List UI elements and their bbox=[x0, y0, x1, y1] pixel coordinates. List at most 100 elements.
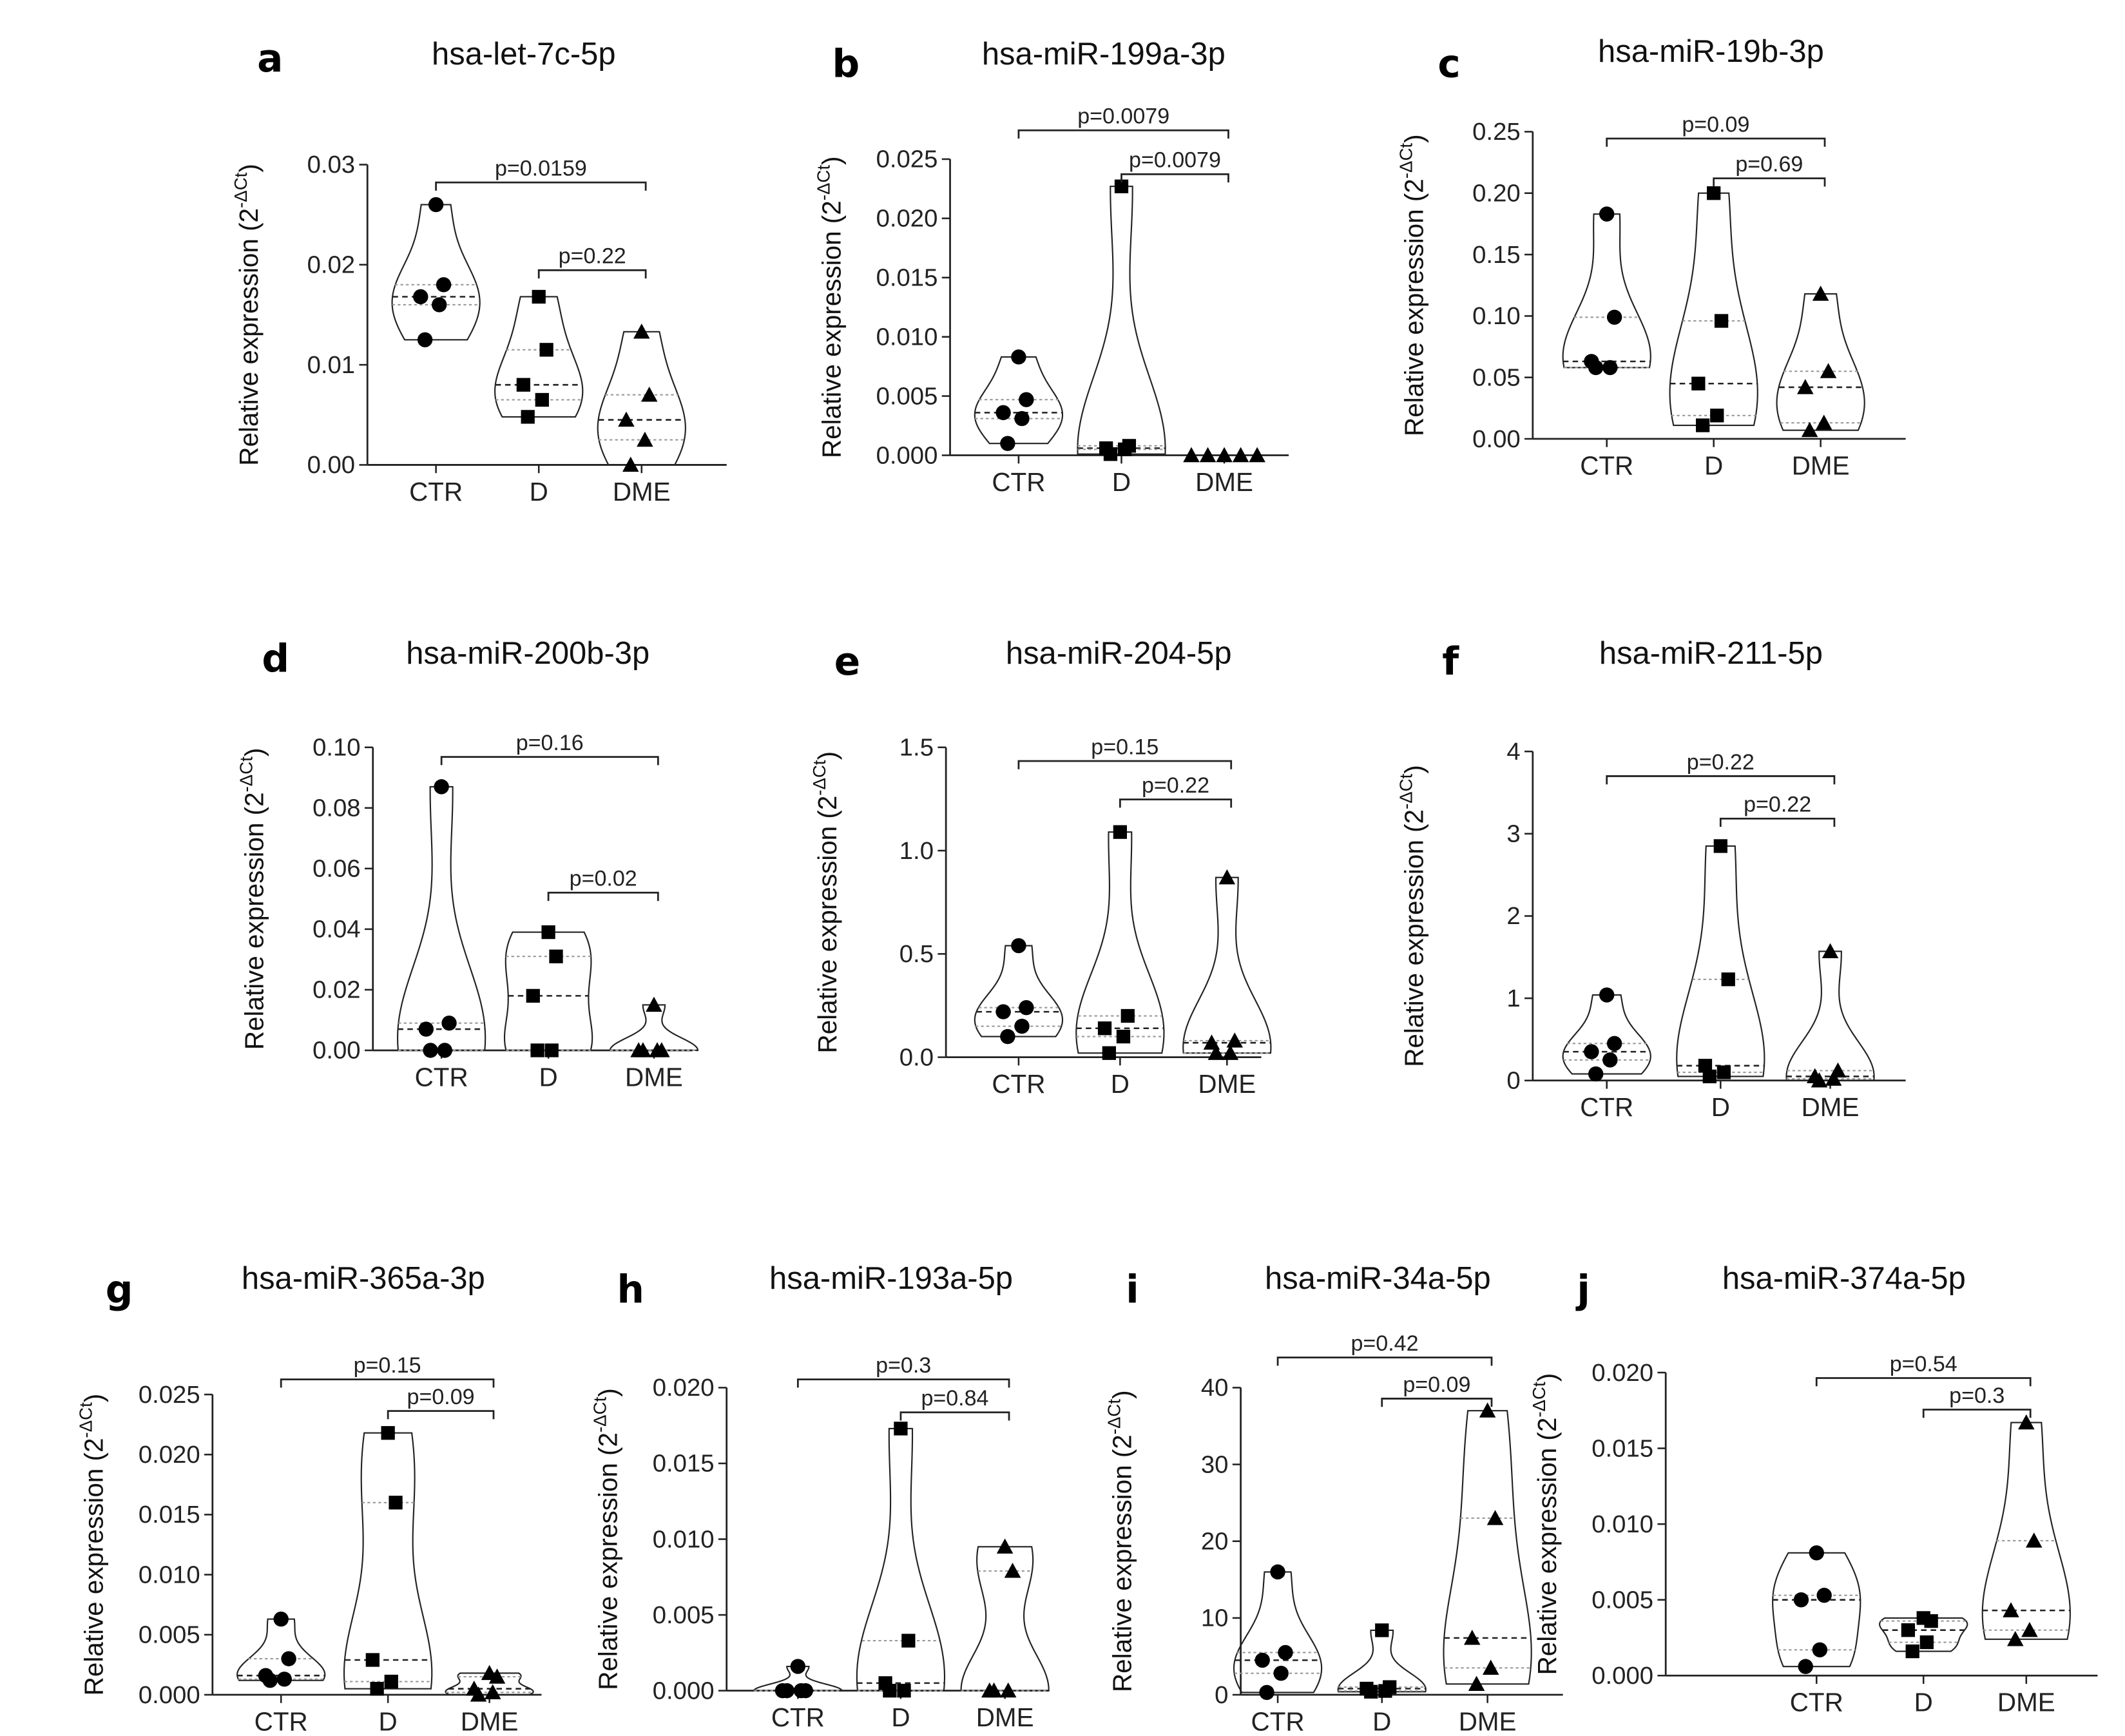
y-tick-label: 0.000 bbox=[876, 441, 938, 469]
data-point-circle bbox=[1602, 1052, 1618, 1068]
p-value-label: p=0.3 bbox=[1949, 1384, 2005, 1408]
y-axis-label-end: ) bbox=[816, 156, 846, 164]
data-point-square bbox=[1707, 186, 1721, 200]
data-point-triangle bbox=[1815, 414, 1832, 430]
violin-ctr bbox=[974, 356, 1064, 445]
y-axis-label-main: Relative expression (2 bbox=[1107, 1434, 1137, 1692]
y-tick-label: 10 bbox=[1201, 1605, 1229, 1632]
x-tick-label: D bbox=[539, 1062, 558, 1092]
y-axis-label: Relative expression (2-ΔCt) bbox=[813, 156, 846, 458]
y-axis-label-main: Relative expression (2 bbox=[1532, 1418, 1562, 1675]
x-tick-label: D bbox=[530, 477, 548, 506]
data-point-circle bbox=[281, 1651, 296, 1666]
y-axis-label-end: ) bbox=[1532, 1373, 1562, 1382]
panel-a: a hsa-let-7c-5p 0.00 0.01 0.02 0.03 Relative e… bbox=[231, 37, 727, 506]
data-point-triangle bbox=[2025, 1532, 2043, 1548]
panel-title: hsa-miR-365a-3p bbox=[242, 1261, 485, 1296]
data-point-circle bbox=[436, 277, 452, 293]
panel-title: hsa-miR-200b-3p bbox=[406, 636, 649, 671]
y-tick-label: 0.010 bbox=[1591, 1510, 1653, 1538]
data-point-circle bbox=[418, 1021, 434, 1037]
violin-dme bbox=[1776, 293, 1865, 431]
y-tick-label: 0.02 bbox=[312, 976, 361, 1004]
data-point-circle bbox=[790, 1659, 806, 1674]
data-point-square bbox=[901, 1634, 916, 1648]
violin-d bbox=[494, 296, 584, 418]
y-tick-label: 0.020 bbox=[1591, 1359, 1653, 1387]
y-tick-label: 0.20 bbox=[1472, 179, 1521, 207]
p-value-label: p=0.09 bbox=[407, 1385, 475, 1409]
data-point-circle bbox=[1606, 309, 1622, 325]
data-point-circle bbox=[1278, 1644, 1293, 1661]
x-tick-label: D bbox=[1711, 1092, 1730, 1122]
data-point-square bbox=[1698, 1059, 1713, 1073]
y-tick-label: 0.06 bbox=[312, 855, 361, 883]
panel-letter: f bbox=[1442, 640, 1459, 684]
y-tick-label: 0.015 bbox=[139, 1501, 200, 1529]
panel-title: hsa-miR-34a-5p bbox=[1265, 1261, 1491, 1296]
data-point-circle bbox=[1014, 1018, 1030, 1034]
violin-ctr bbox=[1562, 994, 1651, 1075]
data-point-circle bbox=[273, 1611, 289, 1627]
y-axis-label: Relative expression (2-ΔCt) bbox=[1396, 765, 1429, 1067]
violin-dme bbox=[960, 1546, 1050, 1692]
significance-bracket bbox=[899, 1411, 1010, 1421]
panel-letter: b bbox=[832, 42, 860, 86]
data-point-square bbox=[389, 1496, 403, 1510]
data-point-triangle bbox=[1797, 379, 1814, 394]
data-point-square bbox=[365, 1653, 380, 1667]
data-point-triangle bbox=[488, 1668, 506, 1684]
x-tick-label: CTR bbox=[409, 477, 463, 506]
data-point-square bbox=[1375, 1623, 1389, 1637]
significance-bracket bbox=[440, 756, 659, 766]
y-tick-label: 0.020 bbox=[876, 205, 938, 233]
y-axis-label-superscript: -ΔCt bbox=[813, 165, 833, 201]
data-point-square bbox=[381, 1426, 395, 1440]
y-axis-label-end: ) bbox=[79, 1394, 109, 1402]
data-point-triangle bbox=[2021, 1621, 2038, 1637]
panel-title: hsa-miR-19b-3p bbox=[1598, 34, 1824, 69]
violin-ctr bbox=[396, 786, 486, 1052]
y-tick-label: 0.015 bbox=[876, 264, 938, 292]
data-point-triangle bbox=[1825, 1070, 1842, 1086]
panel-title: hsa-miR-193a-5p bbox=[769, 1261, 1013, 1296]
y-axis-label-end: ) bbox=[240, 748, 269, 757]
x-tick-label: DME bbox=[1195, 467, 1253, 497]
panel-title: hsa-miR-199a-3p bbox=[982, 37, 1226, 72]
data-point-square bbox=[1364, 1684, 1378, 1699]
y-axis-label-main: Relative expression (2 bbox=[812, 796, 842, 1054]
data-point-square bbox=[883, 1684, 897, 1698]
significance-bracket bbox=[1719, 818, 1836, 827]
panel-title: hsa-miR-211-5p bbox=[1599, 636, 1823, 671]
y-tick-label: 1 bbox=[1506, 985, 1520, 1012]
data-point-square bbox=[1713, 839, 1727, 853]
data-point-circle bbox=[1798, 1659, 1813, 1674]
violin-d bbox=[1077, 186, 1166, 455]
data-point-triangle bbox=[2007, 1631, 2024, 1646]
data-point-square bbox=[1702, 1069, 1716, 1084]
data-point-circle bbox=[793, 1683, 809, 1699]
data-point-triangle bbox=[996, 1538, 1014, 1554]
violin-d bbox=[1669, 192, 1758, 427]
x-tick-label: D bbox=[1111, 1069, 1130, 1099]
significance-bracket bbox=[1606, 775, 1836, 785]
y-axis-label-main: Relative expression (2 bbox=[593, 1432, 622, 1690]
data-point-square bbox=[532, 289, 546, 304]
data-point-square bbox=[897, 1684, 911, 1698]
violin-ctr bbox=[1772, 1552, 1861, 1668]
violin-dme bbox=[445, 1672, 534, 1696]
y-axis-label-end: ) bbox=[1399, 765, 1429, 773]
data-point-circle bbox=[1014, 410, 1030, 427]
y-axis-label: Relative expression (2-ΔCt) bbox=[231, 164, 264, 466]
y-axis-label-main: Relative expression (2 bbox=[1399, 809, 1429, 1067]
data-point-circle bbox=[262, 1672, 278, 1688]
data-point-circle bbox=[1584, 1044, 1599, 1059]
data-point-triangle bbox=[637, 431, 653, 447]
data-point-square bbox=[1924, 1614, 1938, 1628]
y-tick-label: 0 bbox=[1506, 1067, 1520, 1095]
panel-letter: h bbox=[617, 1268, 644, 1312]
significance-bracket bbox=[1815, 1377, 2032, 1387]
y-tick-label: 0.04 bbox=[312, 916, 361, 943]
y-axis-label-superscript: -ΔCt bbox=[1529, 1382, 1549, 1418]
